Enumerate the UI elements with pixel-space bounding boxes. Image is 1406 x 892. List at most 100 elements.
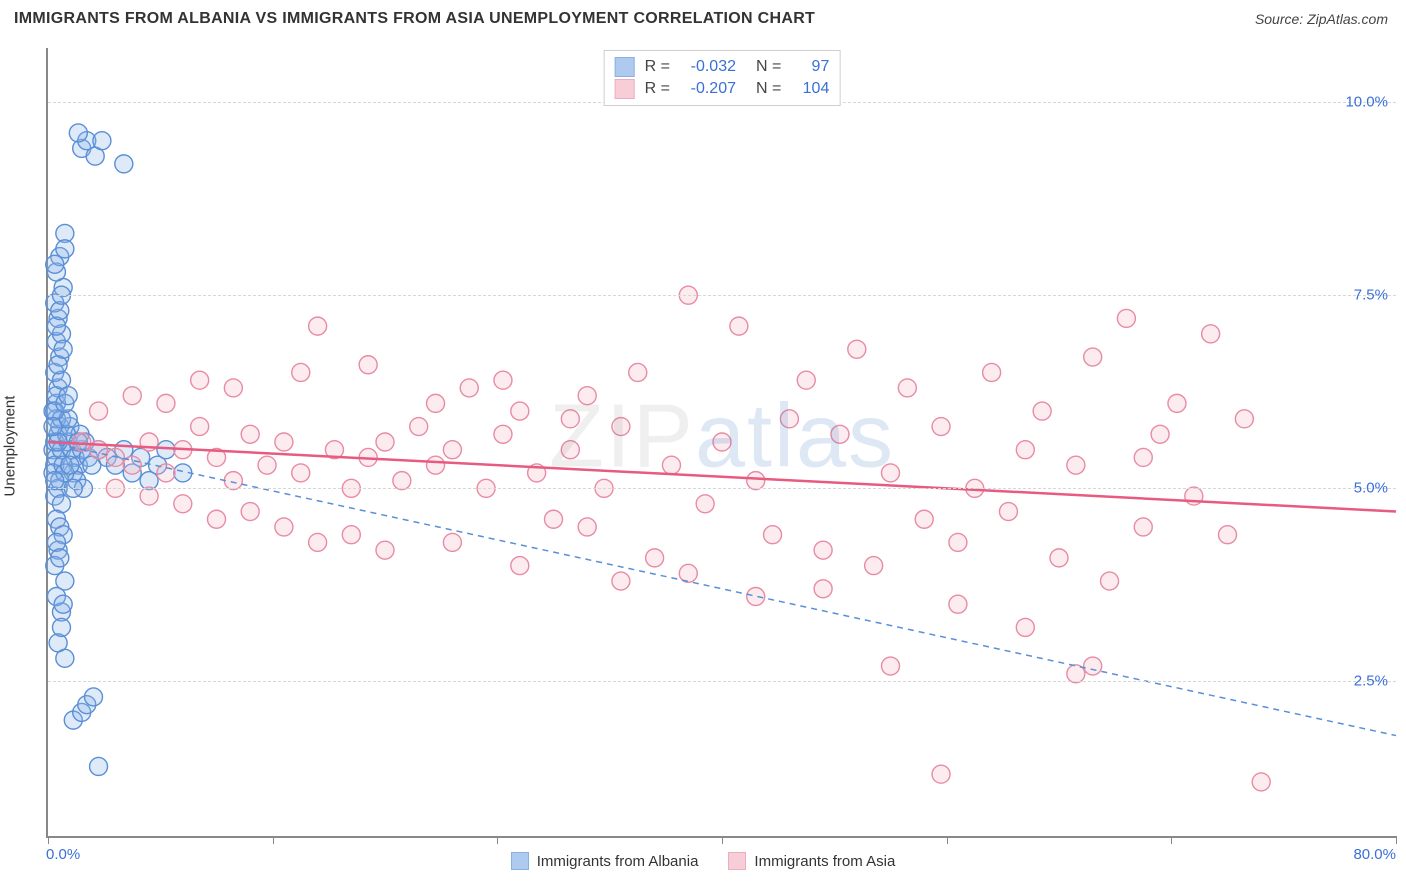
data-point-asia <box>1067 456 1085 474</box>
data-point-asia <box>342 526 360 544</box>
data-point-asia <box>275 433 293 451</box>
gridline <box>48 488 1396 489</box>
data-point-albania <box>90 757 108 775</box>
data-point-asia <box>1117 309 1135 327</box>
data-point-asia <box>123 387 141 405</box>
data-point-asia <box>292 363 310 381</box>
data-point-asia <box>174 495 192 513</box>
data-point-albania <box>157 441 175 459</box>
data-point-asia <box>932 418 950 436</box>
data-point-asia <box>511 557 529 575</box>
data-point-asia <box>73 433 91 451</box>
data-point-asia <box>545 510 563 528</box>
data-point-asia <box>679 564 697 582</box>
data-point-asia <box>1151 425 1169 443</box>
data-point-asia <box>612 418 630 436</box>
data-point-asia <box>191 371 209 389</box>
data-point-asia <box>882 657 900 675</box>
data-point-asia <box>814 541 832 559</box>
data-point-asia <box>106 448 124 466</box>
legend: Immigrants from Albania Immigrants from … <box>0 852 1406 870</box>
data-point-albania <box>56 649 74 667</box>
data-point-albania <box>93 132 111 150</box>
data-point-asia <box>696 495 714 513</box>
data-point-asia <box>359 356 377 374</box>
data-point-asia <box>511 402 529 420</box>
data-point-albania <box>52 618 70 636</box>
scatter-svg <box>48 48 1396 836</box>
y-tick-label: 2.5% <box>1354 673 1388 690</box>
data-point-asia <box>983 363 1001 381</box>
data-point-albania <box>69 124 87 142</box>
data-point-asia <box>949 533 967 551</box>
legend-label: Immigrants from Albania <box>537 853 699 870</box>
data-point-asia <box>713 433 731 451</box>
data-point-asia <box>427 394 445 412</box>
data-point-albania <box>46 472 64 490</box>
data-point-asia <box>662 456 680 474</box>
data-point-asia <box>241 503 259 521</box>
data-point-asia <box>1219 526 1237 544</box>
y-tick-label: 10.0% <box>1345 94 1388 111</box>
trend-line-albania <box>48 442 1396 736</box>
data-point-asia <box>241 425 259 443</box>
data-point-asia <box>646 549 664 567</box>
data-point-albania <box>46 255 64 273</box>
data-point-asia <box>578 387 596 405</box>
data-point-asia <box>629 363 647 381</box>
data-point-asia <box>258 456 276 474</box>
swatch-asia <box>615 79 635 99</box>
data-point-asia <box>157 394 175 412</box>
data-point-asia <box>494 371 512 389</box>
trend-line-asia <box>48 442 1396 512</box>
data-point-asia <box>1050 549 1068 567</box>
data-point-albania <box>54 340 72 358</box>
data-point-asia <box>427 456 445 474</box>
x-tick <box>1171 836 1172 844</box>
data-point-asia <box>831 425 849 443</box>
data-point-albania <box>44 418 62 436</box>
data-point-asia <box>224 472 242 490</box>
data-point-asia <box>1168 394 1186 412</box>
data-point-asia <box>764 526 782 544</box>
data-point-asia <box>1016 441 1034 459</box>
gridline <box>48 681 1396 682</box>
data-point-asia <box>1202 325 1220 343</box>
swatch-albania <box>615 57 635 77</box>
x-tick <box>273 836 274 844</box>
data-point-asia <box>309 533 327 551</box>
data-point-asia <box>949 595 967 613</box>
data-point-albania <box>61 456 79 474</box>
data-point-asia <box>578 518 596 536</box>
swatch-albania <box>511 852 529 870</box>
y-tick-label: 5.0% <box>1354 480 1388 497</box>
data-point-asia <box>140 487 158 505</box>
data-point-asia <box>797 371 815 389</box>
gridline <box>48 295 1396 296</box>
data-point-asia <box>747 588 765 606</box>
data-point-asia <box>561 410 579 428</box>
data-point-asia <box>1235 410 1253 428</box>
data-point-asia <box>865 557 883 575</box>
x-tick <box>497 836 498 844</box>
source-attribution: Source: ZipAtlas.com <box>1255 11 1388 27</box>
data-point-asia <box>443 441 461 459</box>
data-point-albania <box>115 155 133 173</box>
data-point-asia <box>376 433 394 451</box>
x-tick <box>722 836 723 844</box>
data-point-asia <box>1252 773 1270 791</box>
stats-row-albania: R = -0.032 N = 97 <box>615 57 830 77</box>
data-point-asia <box>780 410 798 428</box>
data-point-asia <box>1016 618 1034 636</box>
data-point-albania <box>59 387 77 405</box>
data-point-asia <box>730 317 748 335</box>
data-point-asia <box>494 425 512 443</box>
data-point-albania <box>54 595 72 613</box>
data-point-asia <box>1134 448 1152 466</box>
data-point-asia <box>1084 348 1102 366</box>
chart-title: IMMIGRANTS FROM ALBANIA VS IMMIGRANTS FR… <box>14 10 815 28</box>
data-point-albania <box>56 240 74 258</box>
y-tick-label: 7.5% <box>1354 287 1388 304</box>
data-point-asia <box>999 503 1017 521</box>
data-point-asia <box>848 340 866 358</box>
